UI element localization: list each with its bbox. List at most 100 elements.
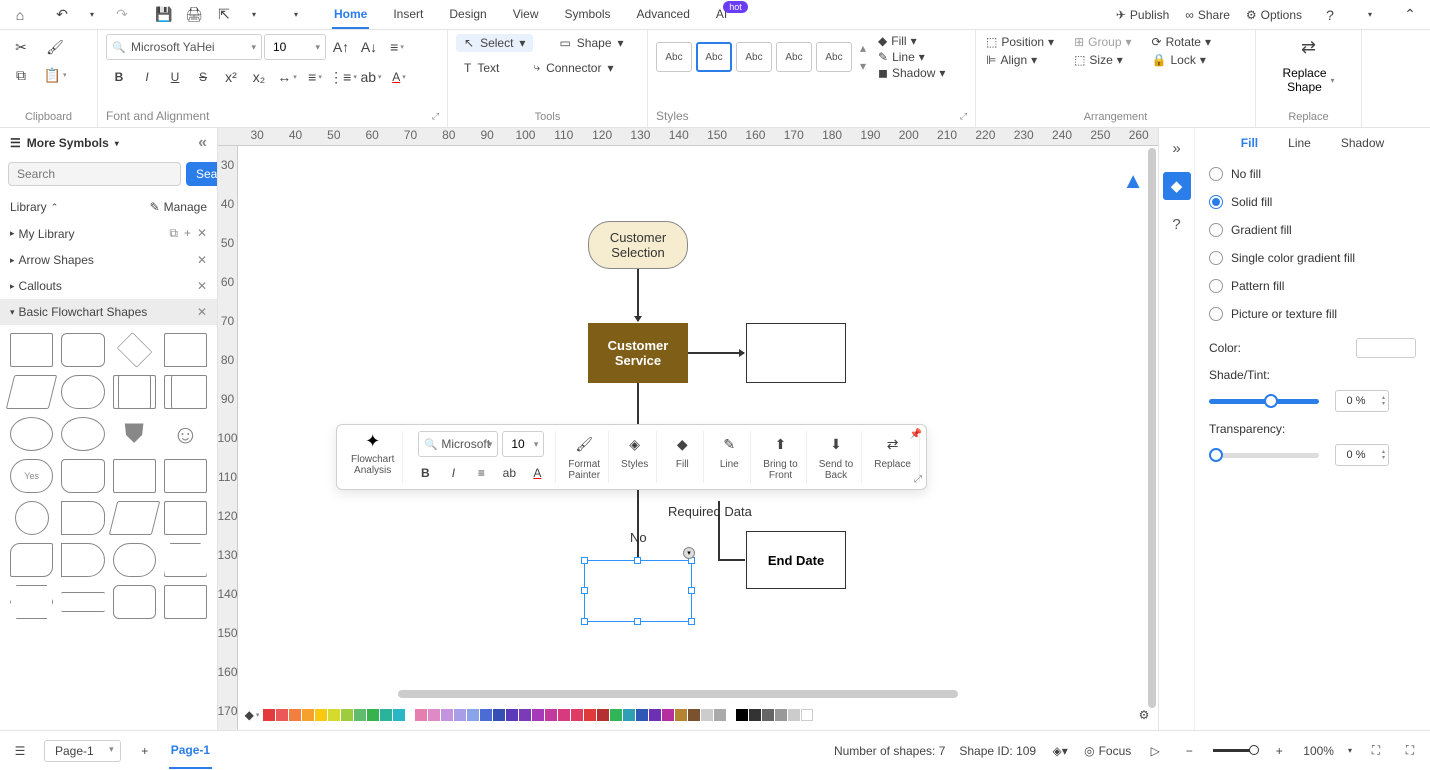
shape-direct-data[interactable] xyxy=(61,501,104,535)
connector-tool[interactable]: ⤷Connector ▾ xyxy=(525,58,621,77)
shape-document[interactable] xyxy=(164,333,207,367)
panel-fill-icon[interactable]: ◆ xyxy=(1163,172,1191,200)
replace-shape-label[interactable]: Replace Shape xyxy=(1282,66,1326,94)
cat-basic-flowchart[interactable]: ▾Basic Flowchart Shapes✕ xyxy=(0,299,217,325)
shape-round-rect[interactable] xyxy=(61,333,104,367)
publish-button[interactable]: ✈Publish xyxy=(1116,8,1169,22)
color-swatch[interactable] xyxy=(328,709,340,721)
page-select[interactable]: Page-1 xyxy=(44,740,121,762)
color-swatch[interactable] xyxy=(276,709,288,721)
color-swatch[interactable] xyxy=(545,709,557,721)
color-swatch[interactable] xyxy=(493,709,505,721)
align-menu[interactable]: ⊫Align▾ xyxy=(984,52,1056,68)
color-swatch[interactable] xyxy=(801,709,813,721)
node-selected[interactable]: ▾ xyxy=(584,560,692,622)
bullets-icon[interactable]: ⋮≡ xyxy=(330,64,356,90)
shape-yes[interactable]: Yes xyxy=(10,459,53,493)
float-color-icon[interactable]: A xyxy=(527,463,547,483)
shape-rect[interactable] xyxy=(10,333,53,367)
color-swatch[interactable] xyxy=(354,709,366,721)
share-button[interactable]: ∞Share xyxy=(1185,8,1230,22)
color-swatch[interactable] xyxy=(584,709,596,721)
fit-page-icon[interactable]: ⛶ xyxy=(1366,741,1386,761)
color-swatch[interactable] xyxy=(393,709,405,721)
shadow-menu[interactable]: ◼Shadow ▾ xyxy=(878,66,945,80)
style-swatch-4[interactable]: Abc xyxy=(776,42,812,72)
paste-icon[interactable]: 📋 xyxy=(42,62,68,88)
color-well[interactable] xyxy=(1356,338,1416,358)
color-picker-icon[interactable]: ◆ xyxy=(242,705,262,725)
more-symbols-label[interactable]: More Symbols xyxy=(27,136,109,150)
color-swatch[interactable] xyxy=(506,709,518,721)
shape-delay[interactable] xyxy=(61,543,104,577)
layers-icon[interactable]: ◈▾ xyxy=(1050,741,1070,761)
color-swatch[interactable] xyxy=(441,709,453,721)
transparency-slider[interactable] xyxy=(1209,453,1319,458)
expand-handle-icon[interactable]: ▾ xyxy=(683,547,695,559)
color-swatch[interactable] xyxy=(571,709,583,721)
options-button[interactable]: ⚙Options xyxy=(1246,8,1302,22)
symbol-search-input[interactable] xyxy=(8,162,181,186)
cut-icon[interactable]: ✂ xyxy=(8,34,34,60)
shape-internal[interactable] xyxy=(164,459,207,493)
style-scroll-down-icon[interactable]: ▾ xyxy=(860,59,866,73)
node-customer-selection[interactable]: Customer Selection xyxy=(588,221,688,269)
group-menu[interactable]: ⊞Group▾ xyxy=(1072,34,1133,50)
float-expand-icon[interactable]: ⤢ xyxy=(914,474,922,485)
increase-font-icon[interactable]: A↑ xyxy=(328,34,354,60)
undo-more-icon[interactable]: ▾ xyxy=(80,3,104,27)
rotate-menu[interactable]: ⟳Rotate▾ xyxy=(1150,34,1213,50)
shape-hexagon[interactable] xyxy=(10,585,53,619)
export-icon[interactable]: ⇱ xyxy=(212,3,236,27)
bold-icon[interactable]: B xyxy=(106,64,132,90)
edit-icon[interactable]: ⧉ xyxy=(169,226,178,241)
color-swatch[interactable] xyxy=(736,709,748,721)
float-send-back-icon[interactable]: ⬇ xyxy=(823,431,849,457)
float-pin-icon[interactable]: 📌 xyxy=(909,429,921,440)
flowchart-analysis-label[interactable]: Flowchart Analysis xyxy=(351,454,394,476)
letter-spacing-icon[interactable]: ↔ xyxy=(274,64,300,90)
color-swatch[interactable] xyxy=(558,709,570,721)
radio-no-fill[interactable]: No fill xyxy=(1209,160,1416,188)
fullscreen-icon[interactable]: ⛶ xyxy=(1400,741,1420,761)
float-bring-front-icon[interactable]: ⬆ xyxy=(768,431,794,457)
symbol-search-button[interactable]: Search xyxy=(186,162,218,186)
shade-value[interactable]: 0 % xyxy=(1335,390,1389,412)
float-size-select[interactable]: 10 xyxy=(502,431,544,457)
shape-stored-data[interactable] xyxy=(164,375,207,409)
fill-menu[interactable]: ◆Fill ▾ xyxy=(878,34,945,48)
shape-display[interactable] xyxy=(113,543,156,577)
shape-predefined[interactable] xyxy=(113,375,156,409)
float-replace-icon[interactable]: ⇄ xyxy=(880,431,906,457)
font-size-select[interactable]: 10 xyxy=(264,34,326,60)
tab-view[interactable]: View xyxy=(511,1,541,29)
line-menu[interactable]: ✎Line ▾ xyxy=(878,50,945,64)
rp-tab-line[interactable]: Line xyxy=(1288,136,1311,150)
color-swatch[interactable] xyxy=(415,709,427,721)
node-customer-service[interactable]: Customer Service xyxy=(588,323,688,383)
text-align-icon[interactable]: ≡ xyxy=(384,34,410,60)
cat-my-library[interactable]: ▸My Library⧉+✕ xyxy=(0,220,217,247)
print-icon[interactable]: 🖨 xyxy=(182,3,206,27)
color-swatch[interactable] xyxy=(289,709,301,721)
close-icon[interactable]: ✕ xyxy=(197,253,207,267)
style-swatch-1[interactable]: Abc xyxy=(656,42,692,72)
replace-shape-icon[interactable]: ⇄ xyxy=(1296,34,1322,60)
tab-advanced[interactable]: Advanced xyxy=(635,1,692,29)
color-swatch[interactable] xyxy=(380,709,392,721)
quick-more-icon[interactable]: ▾ xyxy=(284,3,308,27)
color-swatch[interactable] xyxy=(662,709,674,721)
shape-process2[interactable] xyxy=(164,501,207,535)
add-page-icon[interactable]: + xyxy=(135,741,155,761)
library-label[interactable]: Library xyxy=(10,200,47,214)
vertical-scrollbar[interactable] xyxy=(1148,148,1156,708)
shape-ellipse2[interactable] xyxy=(61,417,104,451)
italic-icon[interactable]: I xyxy=(134,64,160,90)
canvas[interactable]: ▲ Customer Selection Customer Service Re… xyxy=(238,146,1158,698)
zoom-out-icon[interactable]: − xyxy=(1179,741,1199,761)
zoom-in-icon[interactable]: + xyxy=(1269,741,1289,761)
plus-icon[interactable]: + xyxy=(184,226,191,241)
decrease-font-icon[interactable]: A↓ xyxy=(356,34,382,60)
tab-ai[interactable]: AIhot xyxy=(714,1,750,29)
shape-ellipse[interactable] xyxy=(10,417,53,451)
